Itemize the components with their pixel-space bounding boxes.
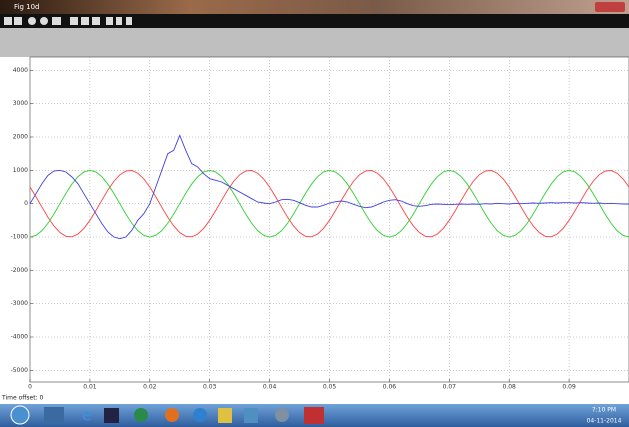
x-tick-label: 0 (28, 384, 32, 391)
y-tick-label: 1000 (13, 167, 28, 174)
x-tick-label: 0.05 (323, 384, 337, 391)
scope-window: Fig 10d 4000 3000 2000 1000 0 -1000 -2000 -3000… (0, 0, 629, 427)
close-button[interactable] (595, 2, 625, 12)
y-tick-label: -1000 (11, 234, 29, 241)
y-tick-label: -4000 (11, 334, 29, 341)
y-tick-label: 3000 (13, 100, 28, 107)
y-tick-label: 2000 (13, 134, 28, 141)
x-tick-label: 0.08 (503, 384, 517, 391)
clock-date: 04-11-2014 (587, 418, 622, 425)
gray-band (0, 28, 629, 57)
y-tick-label: -5000 (11, 367, 29, 374)
y-tick-label: 0 (24, 200, 28, 207)
x-tick-label: 0.04 (263, 384, 277, 391)
x-tick-label: 0.06 (383, 384, 397, 391)
svg-text:e: e (82, 406, 92, 425)
title-bar (0, 0, 629, 14)
y-tick-label: -2000 (11, 267, 29, 274)
time-offset: Time offset: 0 (1, 395, 43, 402)
x-tick-label: 0.09 (562, 384, 576, 391)
window-title: Fig 10d (14, 3, 39, 11)
y-tick-label: -3000 (11, 300, 29, 307)
y-tick-label: 4000 (13, 67, 28, 74)
x-tick-label: 0.07 (443, 384, 457, 391)
x-tick-label: 0.03 (203, 384, 217, 391)
x-tick-label: 0.02 (143, 384, 157, 391)
x-tick-label: 0.01 (83, 384, 97, 391)
clock-time: 7:10 PM (592, 407, 616, 414)
